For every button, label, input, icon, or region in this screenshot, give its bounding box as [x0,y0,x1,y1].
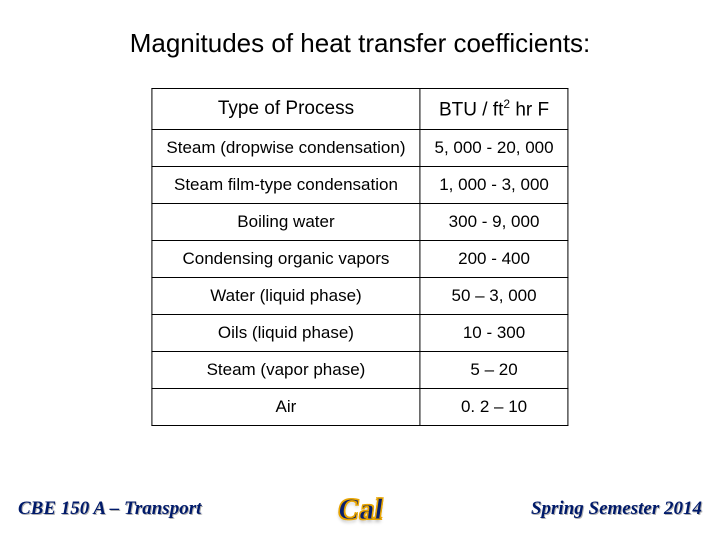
cell-value: 10 - 300 [420,315,568,352]
table-row: Air 0. 2 – 10 [152,389,568,426]
header-process: Type of Process [152,89,420,130]
cell-process: Water (liquid phase) [152,278,420,315]
cell-process: Oils (liquid phase) [152,315,420,352]
coefficients-table-container: Type of Process BTU / ft2 hr F Steam (dr… [151,88,568,426]
coefficients-table: Type of Process BTU / ft2 hr F Steam (dr… [151,88,568,426]
table-body: Steam (dropwise condensation) 5, 000 - 2… [152,130,568,426]
cell-value: 50 – 3, 000 [420,278,568,315]
cell-value: 1, 000 - 3, 000 [420,167,568,204]
cal-logo-text: Cal [335,493,385,527]
table-row: Steam film-type condensation 1, 000 - 3,… [152,167,568,204]
course-label: CBE 150 A – Transport [18,498,201,520]
header-value-sup: 2 [503,97,510,111]
table-header-row: Type of Process BTU / ft2 hr F [152,89,568,130]
cal-logo: Cal [325,486,395,534]
header-value-suffix: hr F [510,99,549,120]
cell-value: 0. 2 – 10 [420,389,568,426]
table-row: Steam (dropwise condensation) 5, 000 - 2… [152,130,568,167]
cell-value: 300 - 9, 000 [420,204,568,241]
header-value: BTU / ft2 hr F [420,89,568,130]
cell-value: 200 - 400 [420,241,568,278]
cell-process: Steam (dropwise condensation) [152,130,420,167]
slide: Magnitudes of heat transfer coefficients… [0,0,720,540]
slide-title: Magnitudes of heat transfer coefficients… [0,28,720,59]
semester-label: Spring Semester 2014 [531,498,702,520]
cell-value: 5 – 20 [420,352,568,389]
cell-value: 5, 000 - 20, 000 [420,130,568,167]
cell-process: Boiling water [152,204,420,241]
cell-process: Steam film-type condensation [152,167,420,204]
header-value-prefix: BTU / ft [439,99,503,120]
table-row: Oils (liquid phase) 10 - 300 [152,315,568,352]
table-row: Boiling water 300 - 9, 000 [152,204,568,241]
table-row: Condensing organic vapors 200 - 400 [152,241,568,278]
cell-process: Steam (vapor phase) [152,352,420,389]
cell-process: Condensing organic vapors [152,241,420,278]
table-row: Water (liquid phase) 50 – 3, 000 [152,278,568,315]
cell-process: Air [152,389,420,426]
table-row: Steam (vapor phase) 5 – 20 [152,352,568,389]
